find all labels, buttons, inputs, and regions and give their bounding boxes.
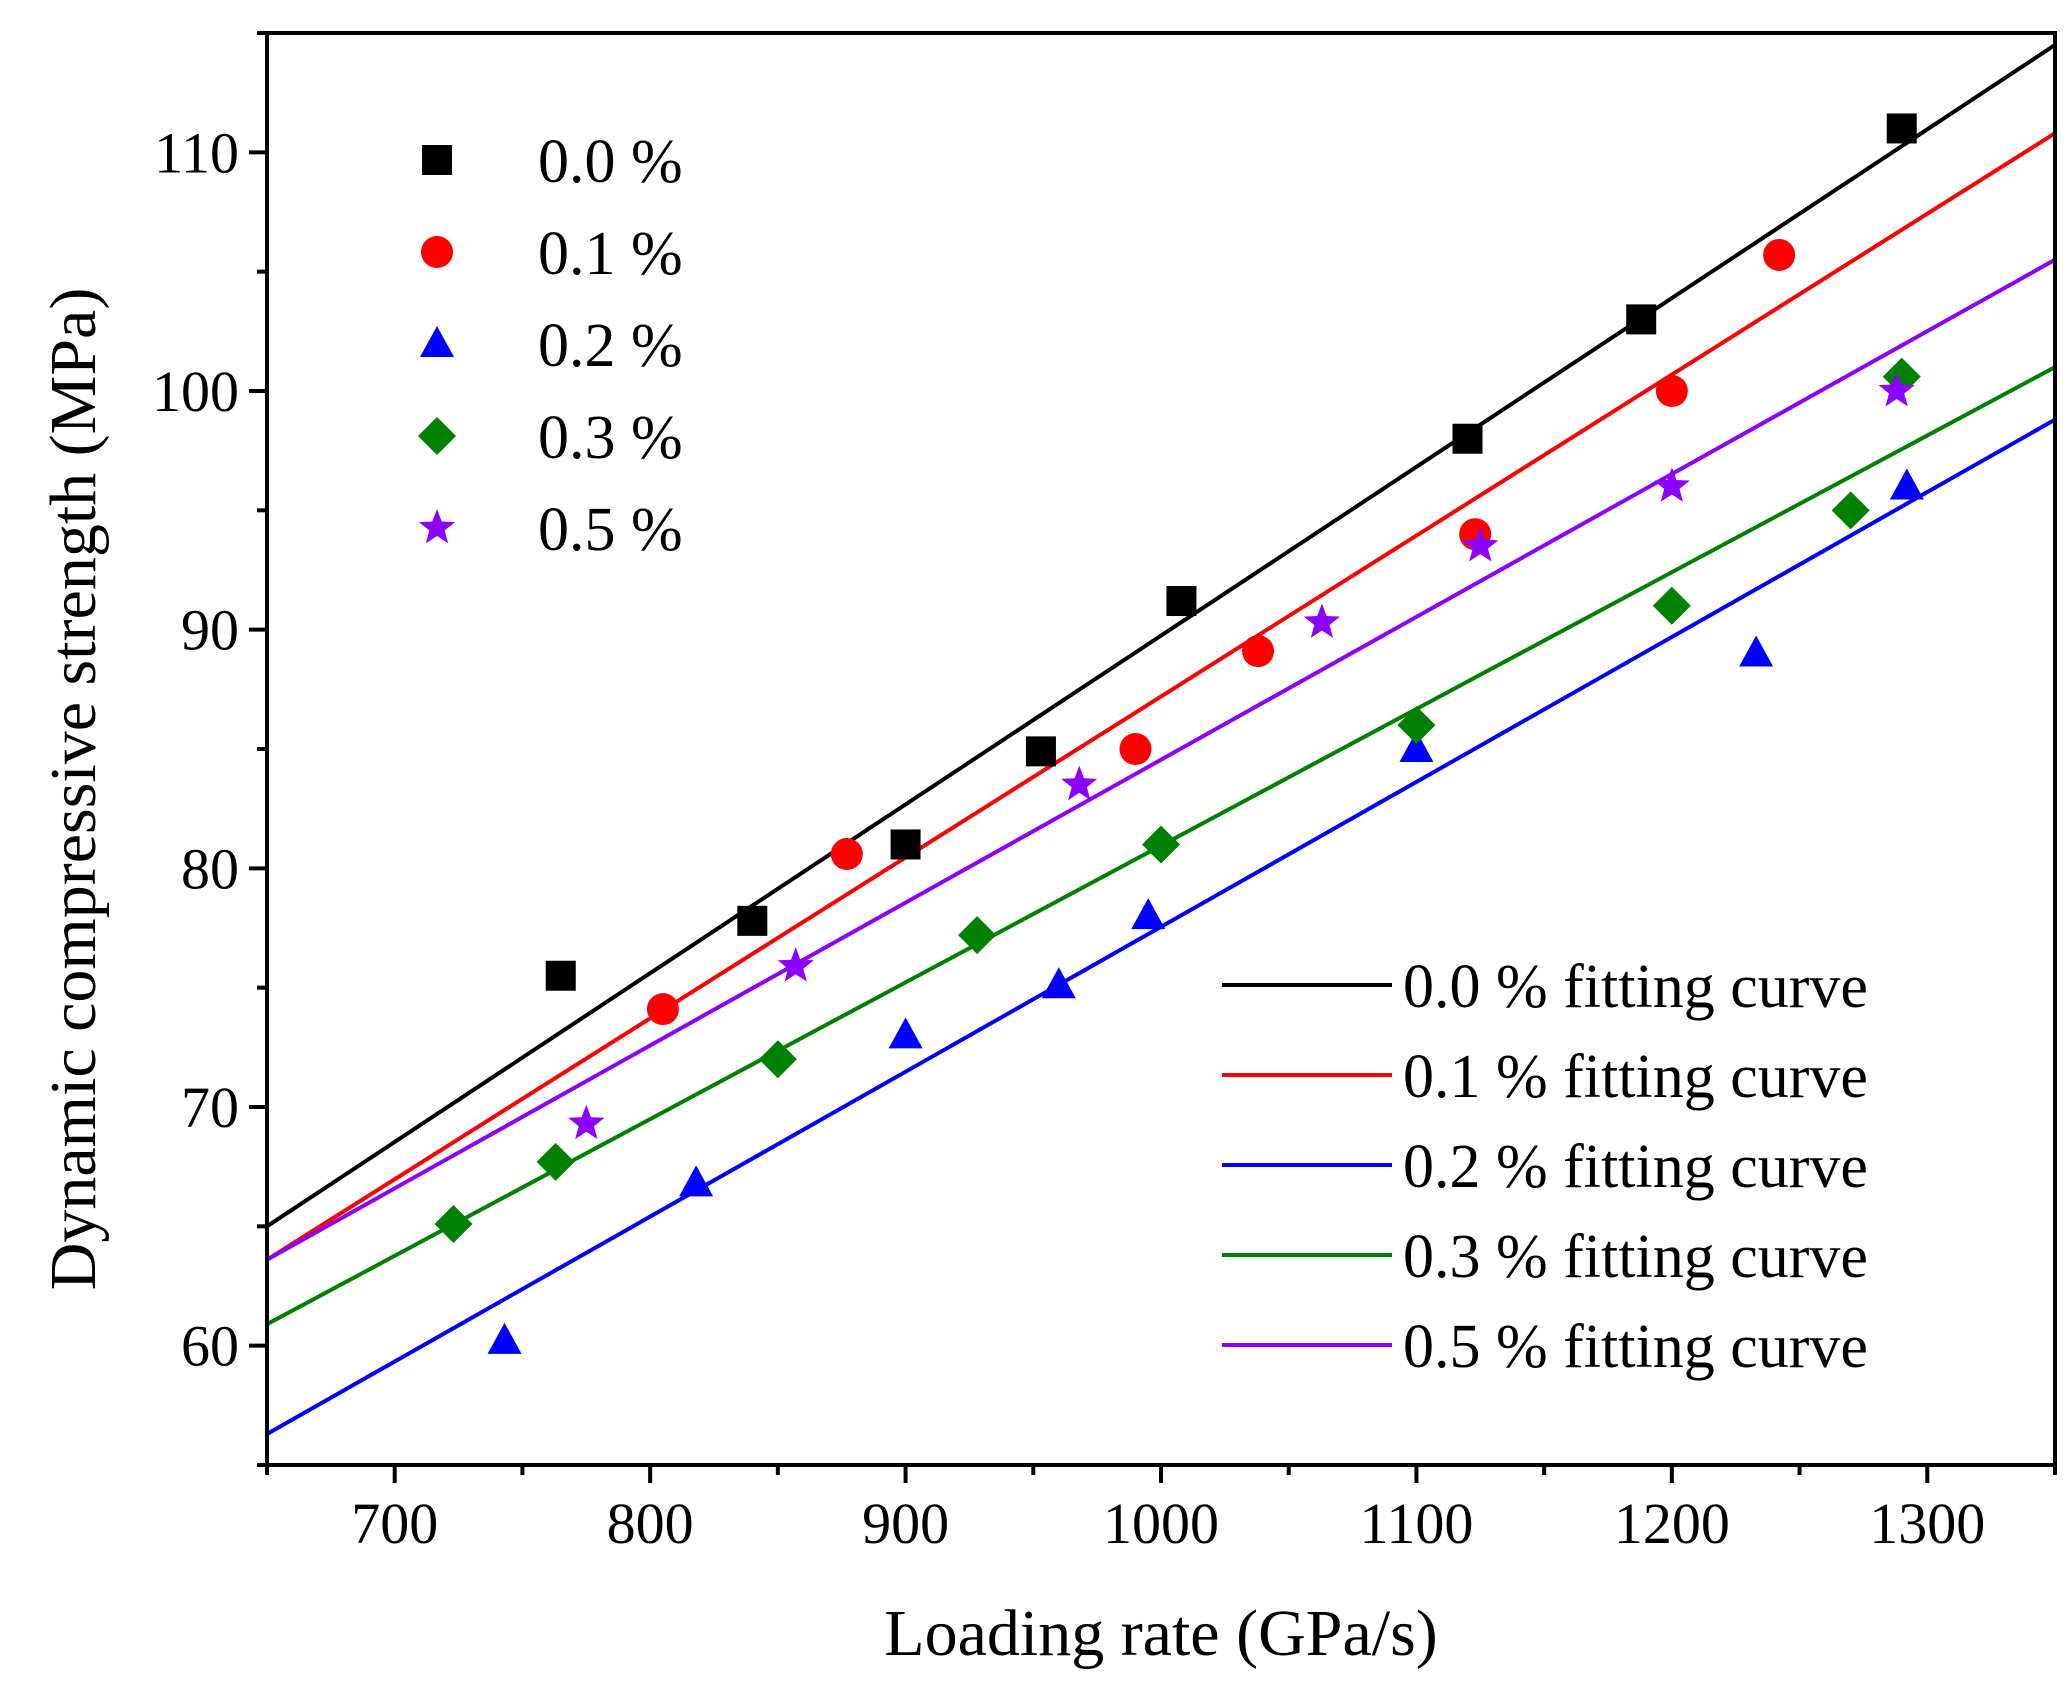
data-markers: [434, 113, 1924, 1354]
data-point-triangle: [1041, 967, 1076, 999]
x-tick-label: 1200: [1614, 1491, 1730, 1556]
data-point-square: [1626, 304, 1657, 335]
legend-marker-star: [418, 509, 456, 544]
data-point-circle: [1655, 375, 1688, 407]
legend-marker-diamond: [418, 417, 456, 455]
fit-line-05: [266, 257, 2056, 1262]
data-point-star: [568, 1104, 605, 1140]
data-point-triangle: [1889, 468, 1924, 500]
data-point-star: [1303, 603, 1340, 638]
x-tick-label: 1100: [1359, 1491, 1473, 1556]
data-point-square: [545, 960, 576, 991]
legend-line-label: 0.0 % fitting curve: [1403, 953, 1868, 1021]
data-point-triangle: [679, 1165, 714, 1197]
y-tick-label: 70: [181, 1075, 239, 1140]
x-tick-label: 1300: [1869, 1491, 1985, 1556]
legend-marker-label: 0.5 %: [538, 496, 683, 564]
legend-marker-triangle: [420, 326, 454, 357]
data-point-square: [1886, 113, 1917, 144]
data-point-diamond: [1652, 586, 1691, 625]
data-point-circle: [1763, 238, 1796, 271]
y-tick-label: 60: [181, 1314, 239, 1379]
legend-line-label: 0.3 % fitting curve: [1403, 1223, 1868, 1291]
data-point-star: [1878, 372, 1915, 407]
x-axis-title: Loading rate (GPa/s): [884, 1597, 1438, 1670]
y-axis-ticks: 60 70 80 90 100 110: [152, 31, 267, 1467]
data-point-diamond: [1831, 491, 1870, 530]
data-point-diamond: [536, 1142, 575, 1181]
x-tick-label: 900: [862, 1491, 949, 1556]
fit-line-01: [265, 131, 2057, 1262]
legend-line-label: 0.5 % fitting curve: [1403, 1313, 1868, 1381]
legend-marker-circle: [421, 236, 453, 268]
data-point-circle: [830, 838, 863, 871]
legend-marker-label: 0.3 %: [538, 404, 683, 472]
legend-lines: 0.0 % fitting curve 0.1 % fitting curve 0.…: [1222, 953, 1868, 1381]
y-axis-title: Dynamic compressive strength (MPa): [37, 288, 110, 1291]
data-point-square: [1452, 423, 1483, 454]
data-point-triangle: [487, 1322, 522, 1354]
data-point-square: [1025, 736, 1056, 767]
data-point-triangle: [1131, 898, 1166, 930]
data-point-circle: [646, 993, 679, 1026]
y-tick-label: 110: [154, 120, 239, 185]
legend-line-label: 0.1 % fitting curve: [1403, 1043, 1868, 1111]
legend-markers: 0.0 % 0.1 % 0.2 % 0.3 % 0.5 %: [418, 128, 683, 564]
x-axis-ticks: 700 800 900 1000 1100 1200 1300: [265, 1465, 2057, 1556]
legend-line-label: 0.2 % fitting curve: [1403, 1133, 1868, 1201]
data-point-square: [890, 829, 921, 860]
x-tick-label: 800: [607, 1491, 694, 1556]
data-point-square: [737, 905, 768, 936]
y-tick-label: 100: [152, 359, 239, 424]
data-point-diamond: [1142, 825, 1180, 864]
y-tick-label: 90: [181, 598, 239, 663]
legend-marker-label: 0.1 %: [538, 220, 683, 288]
legend-marker-label: 0.0 %: [538, 128, 683, 196]
data-point-diamond: [758, 1040, 797, 1079]
data-point-star: [777, 947, 814, 982]
data-point-triangle: [1739, 635, 1774, 667]
legend-marker-label: 0.2 %: [538, 312, 683, 380]
x-tick-label: 700: [351, 1491, 438, 1556]
data-point-diamond: [1397, 706, 1436, 745]
data-point-star: [1061, 765, 1098, 801]
data-point-triangle: [1399, 731, 1434, 762]
data-point-diamond: [434, 1204, 473, 1243]
data-point-triangle: [888, 1017, 923, 1049]
data-point-star: [1653, 467, 1690, 502]
data-point-circle: [1242, 635, 1275, 668]
data-point-circle: [1119, 733, 1152, 765]
data-point-star: [1462, 527, 1499, 562]
y-tick-label: 80: [181, 836, 239, 901]
fit-line-00: [265, 43, 2057, 1229]
x-tick-label: 1000: [1103, 1491, 1219, 1556]
data-point-diamond: [958, 916, 997, 955]
legend-marker-square: [422, 145, 452, 175]
data-point-square: [1166, 586, 1197, 617]
